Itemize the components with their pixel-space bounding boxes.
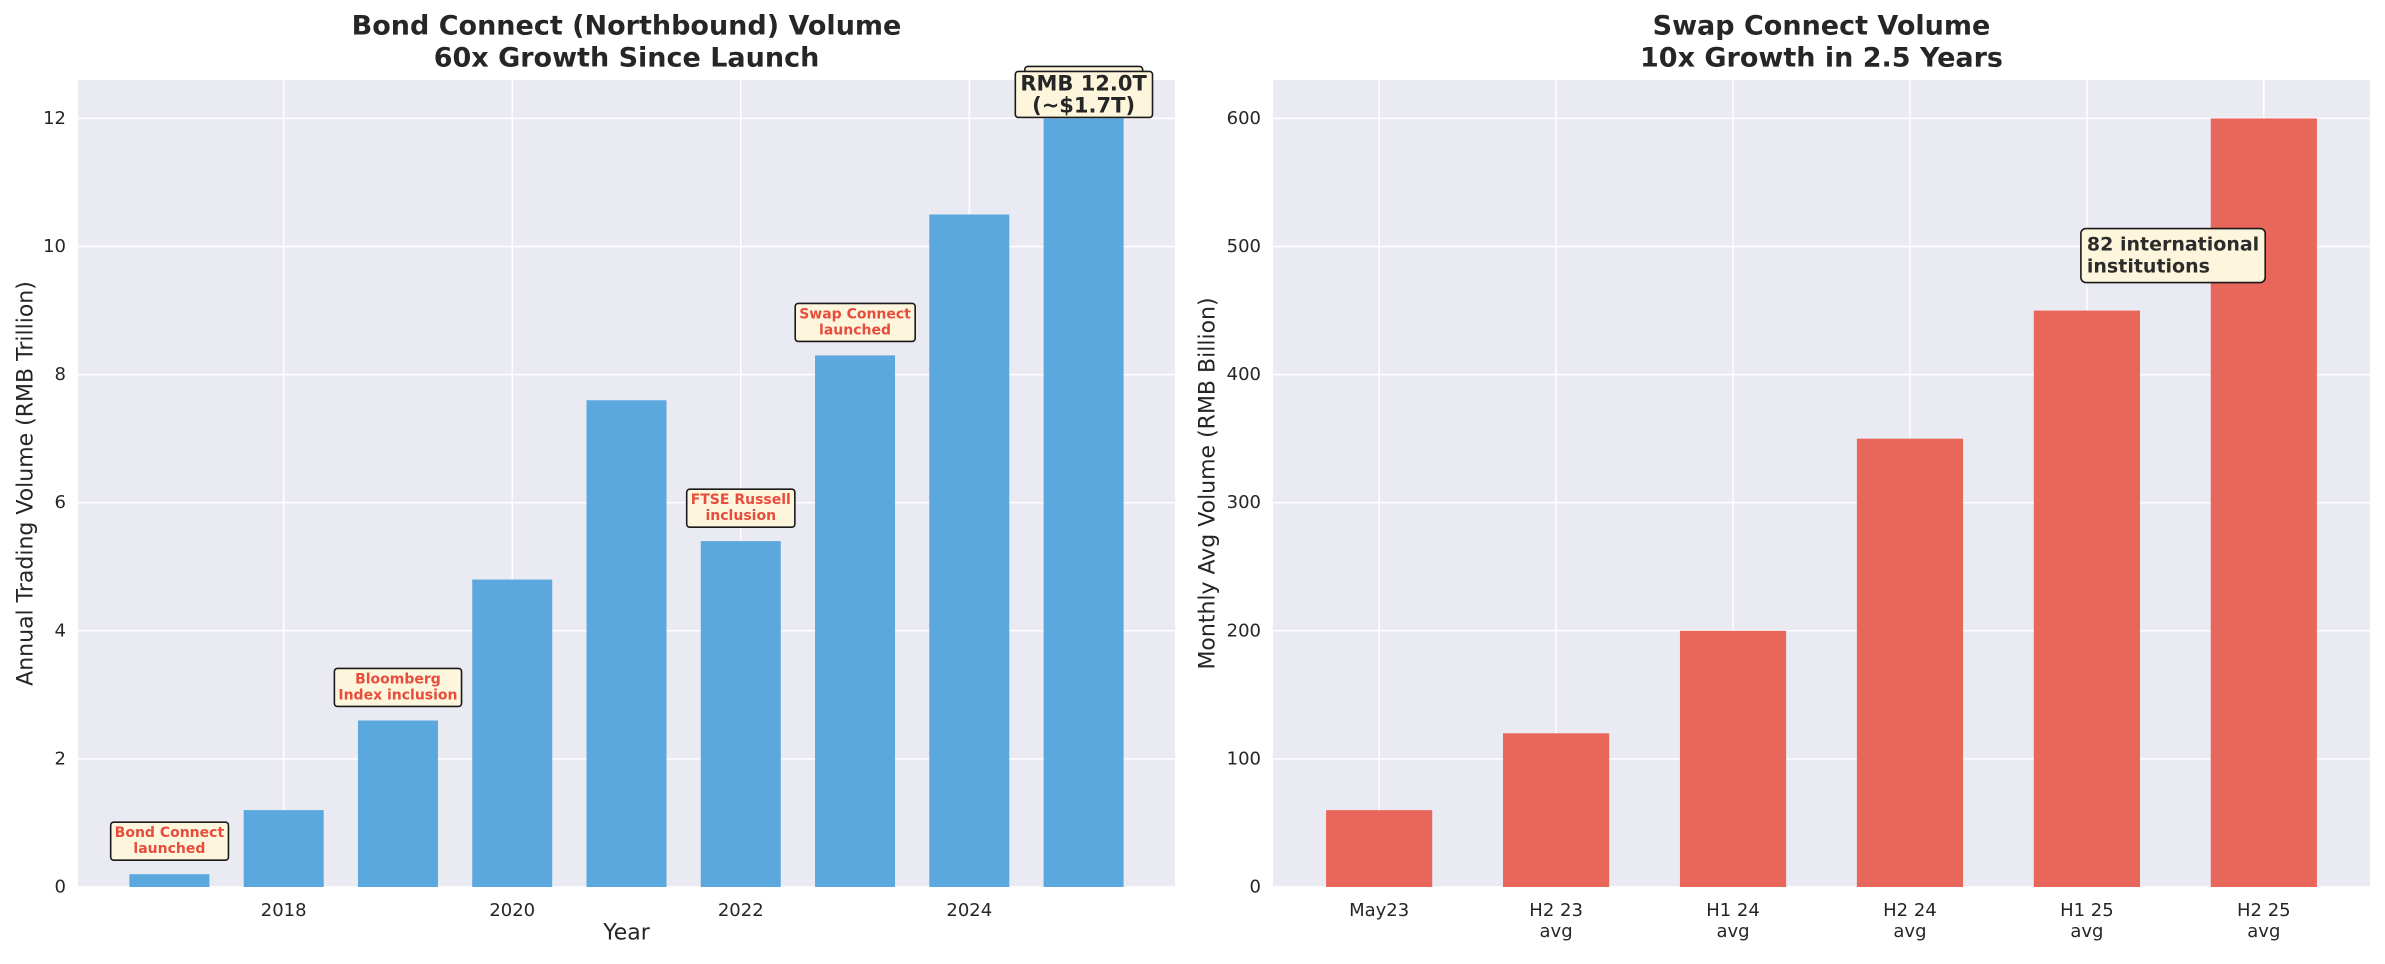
bar (929, 214, 1010, 887)
chart-title-left: Bond Connect (Northbound) Volume 60x Grow… (352, 11, 902, 74)
x-tick-label: 2018 (261, 900, 307, 921)
milestone-annotation: Swap Connect launched (794, 302, 916, 343)
y-tick-label: 500 (1227, 236, 1261, 257)
x-tick-label: 2024 (946, 900, 992, 921)
milestone-annotation-text: Swap Connect launched (799, 306, 911, 338)
milestone-annotation-box (333, 667, 463, 708)
milestone-annotation-box (794, 302, 916, 343)
bar (1679, 630, 1787, 887)
milestone-annotation-box (685, 488, 796, 528)
y-axis-label-left: Annual Trading Volume (RMB Trillion) (14, 281, 39, 686)
institutions-annotation-box (2080, 227, 2267, 284)
x-axis-label-left: Year (602, 921, 651, 946)
institutions-annotation: 82 international institutions (2080, 227, 2267, 284)
x-tick-label: H2 24 avg (1883, 900, 1937, 942)
y-tick-label: 600 (1227, 108, 1261, 129)
y-tick-label: 200 (1227, 620, 1261, 641)
total-callout: RMB 12.0T (~$1.7T) (1014, 70, 1154, 119)
chart-title-right: Swap Connect Volume 10x Growth in 2.5 Yea… (1640, 11, 2003, 74)
bar (472, 579, 553, 887)
bar (357, 720, 438, 887)
institutions-annotation-text: 82 international institutions (2087, 234, 2259, 278)
milestone-annotation-box (109, 821, 230, 861)
milestone-annotation: Bond Connect launched (109, 821, 230, 861)
y-tick-label: 2 (55, 748, 66, 769)
bar (815, 355, 896, 887)
y-tick-label: 100 (1227, 748, 1261, 769)
y-tick-label: 12 (43, 108, 66, 129)
x-tick-label: H2 25 avg (2237, 900, 2291, 942)
x-tick-label: 2022 (718, 900, 764, 921)
x-tick-label: 2020 (489, 900, 535, 921)
bar (243, 810, 324, 887)
y-tick-label: 6 (55, 492, 66, 513)
x-tick-label: May23 (1349, 900, 1409, 921)
bar (700, 541, 781, 887)
milestone-annotation-text: Bloomberg Index inclusion (338, 671, 457, 703)
y-axis-label-right: Monthly Avg Volume (RMB Billion) (1196, 297, 1221, 669)
milestone-annotation: FTSE Russell inclusion (685, 488, 796, 528)
bar (1503, 733, 1610, 887)
x-tick-label: H2 23 avg (1529, 900, 1583, 942)
bond-connect-chart: 0 2 4 6 8 10 12 2018 2020 2022 2024 Bond Connect lau… (14, 11, 1175, 946)
milestone-annotation-text: Bond Connect launched (115, 825, 225, 857)
y-tick-label: 0 (1250, 877, 1261, 898)
y-tick-label: 300 (1227, 492, 1261, 513)
milestone-annotation: Bloomberg Index inclusion (333, 667, 463, 708)
bar (129, 874, 210, 887)
bar (586, 400, 667, 887)
x-tick-label: H1 24 avg (1706, 900, 1760, 942)
x-tick-label: H1 25 avg (2060, 900, 2114, 942)
bar (1043, 118, 1124, 887)
bar (2033, 310, 2140, 888)
y-tick-label: 0 (55, 877, 66, 898)
plot-area-right (1273, 80, 2370, 887)
y-tick-label: 8 (55, 364, 66, 385)
milestone-annotation-text: FTSE Russell inclusion (691, 492, 791, 524)
bar (1326, 810, 1433, 887)
y-tick-label: 10 (43, 236, 66, 257)
swap-connect-chart: 0 100 200 300 400 500 600 May23 H2 23 avg H1 24 avg… (1196, 11, 2370, 942)
bar (1856, 438, 1964, 887)
y-tick-label: 400 (1227, 364, 1261, 385)
total-callout-text: RMB 12.0T (~$1.7T) (1020, 71, 1147, 117)
y-tick-label: 4 (55, 620, 66, 641)
total-callout-box (1014, 70, 1154, 119)
